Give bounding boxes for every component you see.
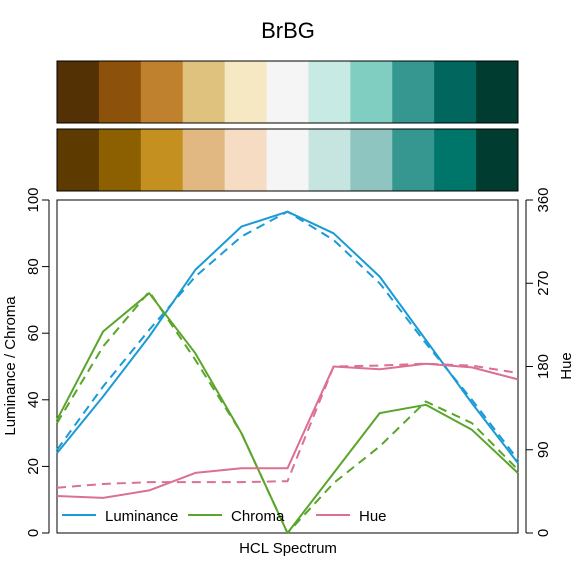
palette-top-swatch bbox=[266, 61, 309, 123]
palette-bottom-swatch bbox=[98, 129, 142, 191]
palette-bottom-border bbox=[56, 128, 519, 192]
series-line-3-dashed bbox=[56, 290, 519, 534]
series-lines bbox=[56, 210, 519, 534]
chart-title: BrBG bbox=[261, 18, 315, 43]
y-left-tick-label: 80 bbox=[25, 258, 42, 275]
series-line-1-dashed bbox=[56, 210, 519, 461]
palette-top-swatch bbox=[434, 61, 477, 123]
palette-top-swatch bbox=[140, 61, 184, 123]
palette-bottom-swatch bbox=[140, 129, 184, 191]
palette-bottom-swatch bbox=[308, 129, 351, 191]
palette-top-swatch bbox=[350, 61, 393, 123]
x-axis-label: HCL Spectrum bbox=[239, 540, 337, 557]
y-left-tick-label: 20 bbox=[25, 458, 42, 475]
series-line-2 bbox=[56, 292, 519, 534]
palette-bottom-swatch bbox=[266, 129, 309, 191]
y-axis-left-label: Luminance / Chroma bbox=[2, 296, 19, 436]
y-right-tick-label: 180 bbox=[535, 354, 552, 379]
palette-strip-bottom bbox=[56, 128, 519, 192]
palette-top-swatch bbox=[98, 61, 142, 123]
palette-top-swatch bbox=[224, 61, 268, 123]
palette-top-swatch bbox=[57, 61, 100, 123]
palette-bottom-swatch bbox=[350, 129, 393, 191]
palette-top-swatch bbox=[476, 61, 519, 123]
palette-bottom-swatch bbox=[476, 129, 519, 191]
palette-top-border bbox=[56, 60, 519, 124]
palette-top-swatch bbox=[392, 61, 435, 123]
y-right-tick-label: 90 bbox=[535, 441, 552, 458]
palette-strip-top bbox=[56, 60, 519, 124]
series-line-5-dashed bbox=[56, 362, 519, 489]
series-line-0 bbox=[56, 210, 519, 464]
legend-label: Chroma bbox=[231, 508, 285, 525]
legend-label: Luminance bbox=[105, 508, 178, 525]
y-left-tick-label: 40 bbox=[25, 391, 42, 408]
legend: Luminance Chroma Hue bbox=[62, 508, 387, 525]
y-axis-left: 0 20 40 60 80 100 bbox=[25, 187, 50, 537]
palette-bottom-swatch bbox=[182, 129, 226, 191]
y-right-tick-label: 360 bbox=[535, 187, 552, 212]
series-line-4 bbox=[56, 362, 519, 499]
y-axis-right: 0 90 180 270 360 bbox=[525, 187, 552, 537]
palette-top-swatch bbox=[308, 61, 351, 123]
y-left-tick-label: 0 bbox=[25, 529, 42, 537]
y-right-tick-label: 270 bbox=[535, 271, 552, 296]
y-left-tick-label: 100 bbox=[25, 187, 42, 212]
palette-bottom-swatch bbox=[224, 129, 268, 191]
y-left-tick-label: 60 bbox=[25, 325, 42, 342]
palette-bottom-swatch bbox=[392, 129, 435, 191]
palette-bottom-swatch bbox=[57, 129, 100, 191]
y-axis-right-label: Hue bbox=[558, 352, 575, 380]
y-right-tick-label: 0 bbox=[535, 529, 552, 537]
palette-top-swatch bbox=[182, 61, 226, 123]
palette-bottom-swatch bbox=[434, 129, 477, 191]
legend-label: Hue bbox=[359, 508, 387, 525]
